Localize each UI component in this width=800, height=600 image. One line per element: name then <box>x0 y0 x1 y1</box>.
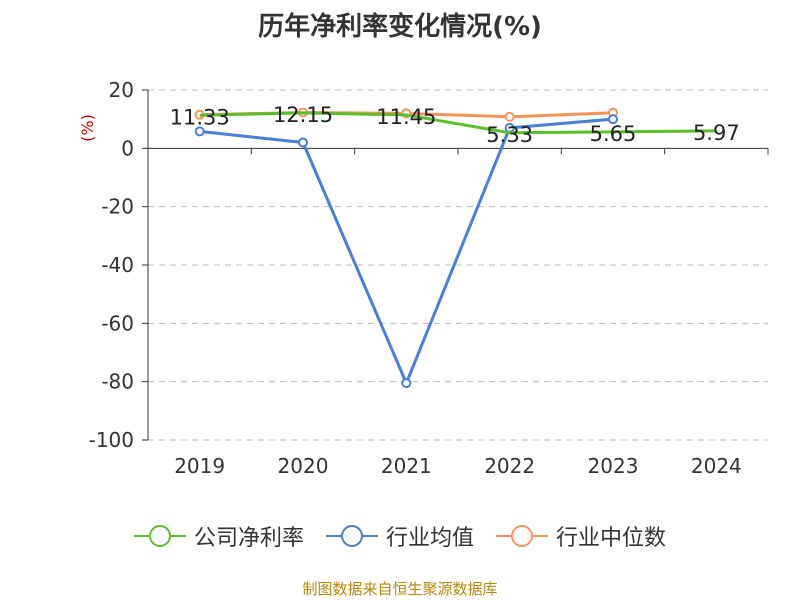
axes: 20 0 -20 -40 -60 -80 -100 2019 2020 2021 2022 2023 2… <box>78 78 769 478</box>
data-label: 5.97 <box>693 121 740 145</box>
data-point <box>194 126 205 137</box>
legend-industry-avg-label: 行业均值 <box>385 526 474 551</box>
x-tick-label: 2019 <box>174 454 225 478</box>
x-tick-label: 2020 <box>278 454 329 478</box>
y-tick-label: -40 <box>101 253 134 277</box>
data-point <box>608 114 618 125</box>
chart-title: 历年净利率变化情况(%) <box>258 12 542 42</box>
data-label: 11.33 <box>170 105 230 129</box>
data-point <box>504 111 515 122</box>
series-line-1 <box>199 117 614 385</box>
x-tick-label: 2024 <box>691 454 742 478</box>
data-label: 11.45 <box>376 105 436 129</box>
x-tick-label: 2023 <box>588 454 639 478</box>
legend-item-industry-median[interactable]: 行业中位数 <box>496 520 666 552</box>
grid-lines <box>148 89 768 441</box>
legend-industry-median-label: 行业中位数 <box>556 526 667 551</box>
y-tick-label: -20 <box>101 195 134 219</box>
y-tick-label: 20 <box>109 78 134 102</box>
legend: 公司净利率 行业均值 行业中位数 <box>0 520 800 552</box>
y-tick-label: -80 <box>101 370 134 394</box>
y-axis-label: (%) <box>78 114 97 142</box>
data-label: 5.65 <box>590 122 637 146</box>
line-chart: 20 0 -20 -40 -60 -80 -100 2019 2020 2021 2022 2023 2… <box>78 78 769 478</box>
data-point <box>298 137 308 148</box>
data-label: 5.33 <box>486 123 533 147</box>
series-lines <box>194 107 717 389</box>
series-line-0 <box>199 111 717 135</box>
legend-item-industry-avg[interactable]: 行业均值 <box>325 520 474 552</box>
y-tick-label: -100 <box>89 428 134 452</box>
data-labels: 11.33 12.15 11.45 5.33 5.65 5.97 <box>170 103 740 147</box>
y-tick-label: -60 <box>101 311 134 335</box>
data-point <box>401 378 412 389</box>
x-tick-label: 2021 <box>381 454 432 478</box>
legend-industry-median-marker-icon <box>496 525 548 547</box>
legend-company-label: 公司净利率 <box>193 526 304 551</box>
legend-item-company[interactable]: 公司净利率 <box>133 520 304 552</box>
source-note: 制图数据来自恒生聚源数据库 <box>302 580 498 598</box>
y-tick-label: 0 <box>121 136 134 160</box>
data-label: 12.15 <box>273 103 333 127</box>
x-tick-label: 2022 <box>484 454 535 478</box>
legend-company-marker-icon <box>133 525 186 547</box>
legend-industry-avg-marker-icon <box>325 525 378 547</box>
